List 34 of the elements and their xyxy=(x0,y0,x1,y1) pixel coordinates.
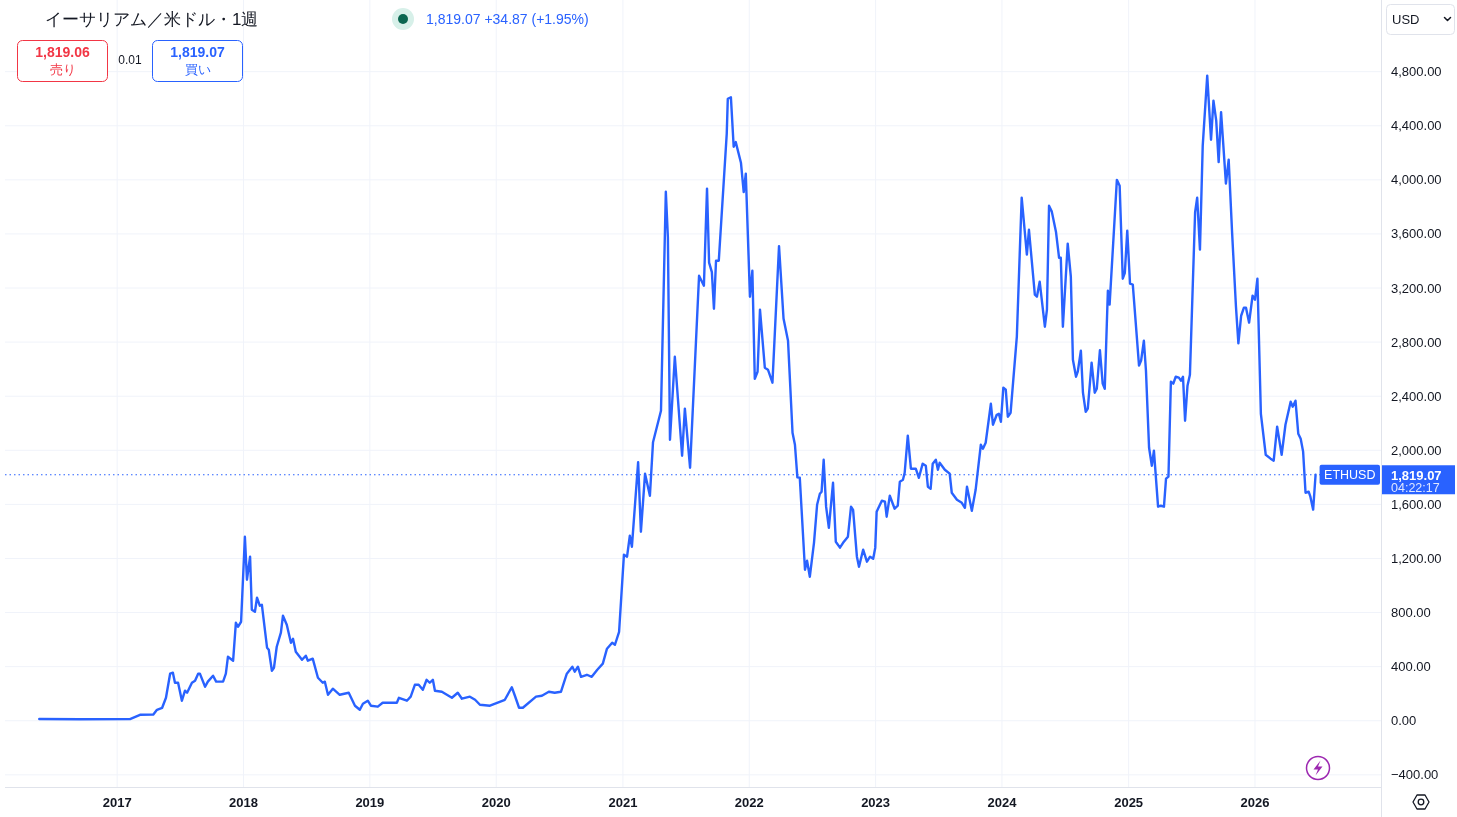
y-tick-label: 400.00 xyxy=(1391,659,1431,675)
text: 1,819.07 +34.87 (+1.95%) xyxy=(426,11,589,27)
annotation: 1,819.07 xyxy=(170,44,225,60)
x-tick-label: 2021 xyxy=(608,794,638,810)
x-tick-label: 2019 xyxy=(355,794,385,810)
x-tick-label: 2026 xyxy=(1240,794,1270,810)
y-tick-label: 4,800.00 xyxy=(1391,64,1442,80)
y-tick-label: −400.00 xyxy=(1391,767,1439,783)
ref-line-label: 1,819.07 xyxy=(1391,467,1442,483)
text: イーサリアム／米ドル・1週 xyxy=(45,9,259,29)
y-tick-label: 1,200.00 xyxy=(1391,550,1442,566)
y-tick-label: 4,000.00 xyxy=(1391,172,1442,188)
y-tick-label: 1,600.00 xyxy=(1391,496,1442,512)
y-tick-label: 3,200.00 xyxy=(1391,280,1442,296)
annotation: 買い xyxy=(184,61,211,77)
series-label: ETHUSD xyxy=(1324,467,1376,482)
y-tick-label: 2,400.00 xyxy=(1391,388,1442,404)
annotation: 0.01 xyxy=(118,53,142,67)
x-tick-label: 2024 xyxy=(987,794,1018,810)
annotation: 売り xyxy=(49,61,76,77)
x-tick-label: 2017 xyxy=(102,794,132,810)
text: USD xyxy=(1392,12,1420,27)
x-tick-label: 2023 xyxy=(861,794,891,810)
y-tick-label: 2,800.00 xyxy=(1391,334,1442,350)
x-tick-label: 2022 xyxy=(734,794,764,810)
y-tick-label: 4,400.00 xyxy=(1391,118,1442,134)
x-tick-label: 2025 xyxy=(1114,794,1144,810)
y-tick-label: 0.00 xyxy=(1391,713,1417,729)
x-tick-label: 2018 xyxy=(229,794,258,810)
y-tick-label: 3,600.00 xyxy=(1391,226,1442,242)
annotation: 1,819.06 xyxy=(35,44,90,60)
y-tick-label: 2,000.00 xyxy=(1391,442,1442,458)
y-tick-label: 800.00 xyxy=(1391,605,1431,621)
x-tick-label: 2020 xyxy=(481,794,511,810)
